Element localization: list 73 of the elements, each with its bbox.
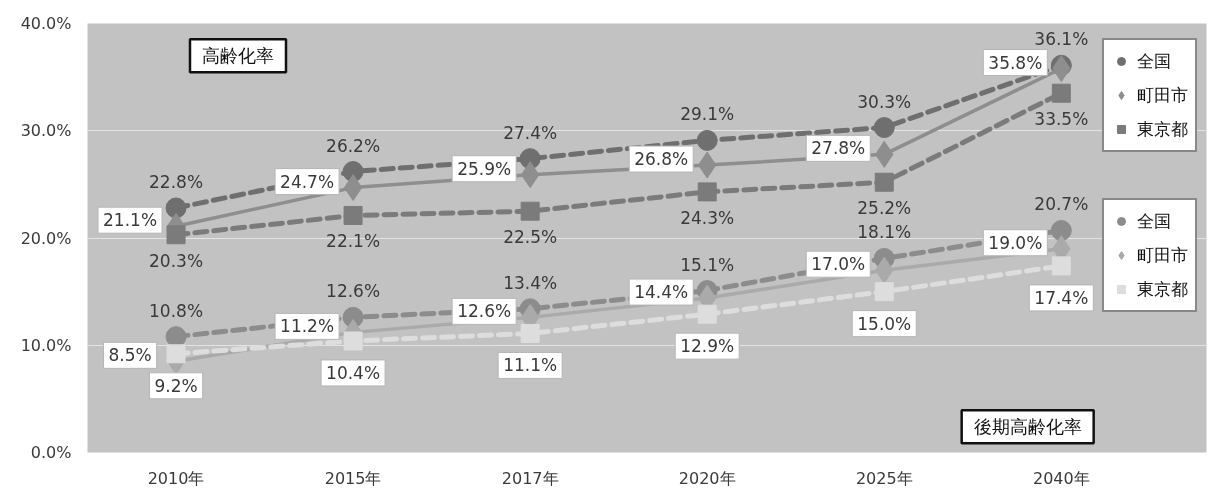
point bbox=[343, 331, 363, 351]
y-tick-label: 30.0% bbox=[20, 121, 72, 141]
data-label: 26.2% bbox=[326, 135, 381, 156]
point bbox=[1050, 220, 1072, 241]
point bbox=[873, 117, 895, 139]
data-label: 11.1% bbox=[503, 355, 558, 376]
data-label: 35.8% bbox=[988, 52, 1043, 73]
data-label: 24.7% bbox=[280, 171, 335, 192]
legend-label: 東京都 bbox=[1137, 277, 1188, 301]
y-tick-label: 10.0% bbox=[20, 335, 72, 355]
data-label: 17.0% bbox=[811, 254, 866, 275]
data-label: 30.3% bbox=[857, 91, 912, 112]
point bbox=[520, 161, 540, 189]
x-tick-label: 2017年 bbox=[501, 468, 559, 488]
data-label: 19.0% bbox=[988, 232, 1043, 253]
data-label: 20.3% bbox=[149, 250, 204, 271]
point bbox=[874, 172, 894, 192]
data-label: 8.5% bbox=[108, 345, 152, 366]
data-label: 22.8% bbox=[149, 171, 204, 192]
data-label: 20.7% bbox=[1034, 194, 1089, 215]
point bbox=[166, 344, 186, 364]
data-label: 10.8% bbox=[149, 300, 204, 321]
point bbox=[343, 205, 363, 225]
point bbox=[697, 182, 717, 202]
data-label: 33.5% bbox=[1034, 109, 1089, 130]
y-tick-label: 0.0% bbox=[30, 443, 72, 462]
x-tick-label: 2010年 bbox=[147, 468, 205, 488]
y-tick-label: 40.0% bbox=[20, 14, 72, 33]
point bbox=[874, 282, 894, 302]
x-tick-label: 2020年 bbox=[678, 468, 736, 488]
point bbox=[520, 323, 540, 343]
point bbox=[165, 197, 187, 219]
data-label: 27.8% bbox=[811, 138, 866, 159]
data-label: 18.1% bbox=[857, 222, 912, 243]
legend-label: 町田市 bbox=[1137, 243, 1188, 267]
data-label: 9.2% bbox=[154, 375, 198, 396]
x-tick-label: 2015年 bbox=[324, 468, 382, 488]
data-label: 29.1% bbox=[680, 104, 735, 125]
y-tick-label: 20.0% bbox=[20, 228, 72, 248]
legend-label: 全国 bbox=[1137, 49, 1171, 73]
data-label: 13.4% bbox=[503, 272, 558, 293]
data-label: 12.9% bbox=[680, 336, 735, 357]
x-tick-label: 2040年 bbox=[1032, 468, 1090, 488]
data-label: 25.2% bbox=[857, 198, 912, 219]
legend-label: 東京都 bbox=[1137, 117, 1188, 141]
data-label: 24.3% bbox=[680, 207, 735, 228]
data-label: 26.8% bbox=[634, 149, 689, 170]
annotation: 高齢化率 bbox=[202, 45, 274, 67]
point bbox=[1051, 83, 1071, 103]
data-label: 21.1% bbox=[103, 210, 158, 231]
data-label: 11.2% bbox=[280, 316, 335, 337]
data-label: 15.0% bbox=[857, 313, 912, 334]
data-label: 27.4% bbox=[503, 122, 558, 143]
data-label: 12.6% bbox=[457, 301, 512, 322]
data-label: 14.4% bbox=[634, 282, 689, 303]
data-label: 15.1% bbox=[680, 254, 735, 275]
data-label: 17.4% bbox=[1034, 287, 1089, 308]
point bbox=[166, 225, 186, 245]
legend-label: 町田市 bbox=[1137, 83, 1188, 107]
data-label: 12.6% bbox=[326, 281, 381, 302]
point bbox=[696, 129, 718, 151]
point bbox=[520, 201, 540, 221]
annotation: 後期高齢化率 bbox=[973, 416, 1082, 438]
point bbox=[1051, 256, 1071, 276]
point bbox=[697, 304, 717, 324]
data-label: 36.1% bbox=[1034, 29, 1089, 50]
point bbox=[343, 174, 363, 202]
x-tick-label: 2025年 bbox=[855, 468, 913, 488]
data-label: 25.9% bbox=[457, 158, 512, 179]
legend-label: 全国 bbox=[1137, 209, 1171, 233]
data-label: 22.1% bbox=[326, 231, 381, 252]
data-label: 10.4% bbox=[326, 362, 381, 383]
data-label: 22.5% bbox=[503, 227, 558, 248]
